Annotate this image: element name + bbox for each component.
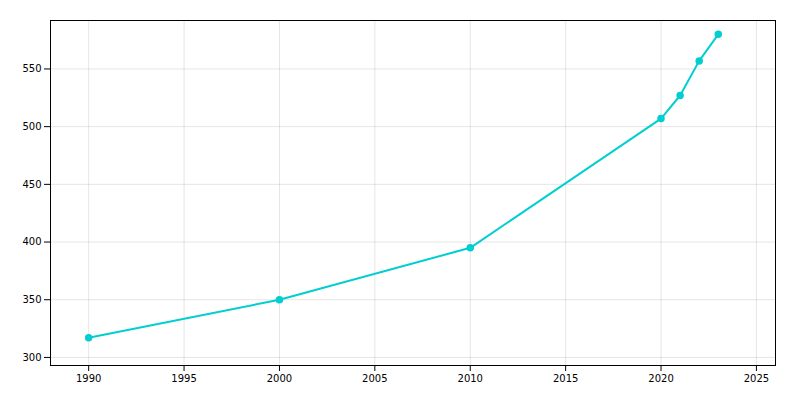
svg-text:2005: 2005 bbox=[362, 373, 387, 384]
svg-text:350: 350 bbox=[22, 294, 41, 305]
svg-text:400: 400 bbox=[22, 236, 41, 247]
svg-text:2010: 2010 bbox=[458, 373, 483, 384]
svg-text:2015: 2015 bbox=[553, 373, 578, 384]
svg-text:1995: 1995 bbox=[171, 373, 196, 384]
svg-text:500: 500 bbox=[22, 121, 41, 132]
svg-text:300: 300 bbox=[22, 352, 41, 363]
svg-text:2025: 2025 bbox=[744, 373, 769, 384]
svg-text:1990: 1990 bbox=[76, 373, 101, 384]
svg-text:450: 450 bbox=[22, 179, 41, 190]
svg-text:2020: 2020 bbox=[648, 373, 673, 384]
svg-text:2000: 2000 bbox=[267, 373, 292, 384]
svg-text:550: 550 bbox=[22, 63, 41, 74]
